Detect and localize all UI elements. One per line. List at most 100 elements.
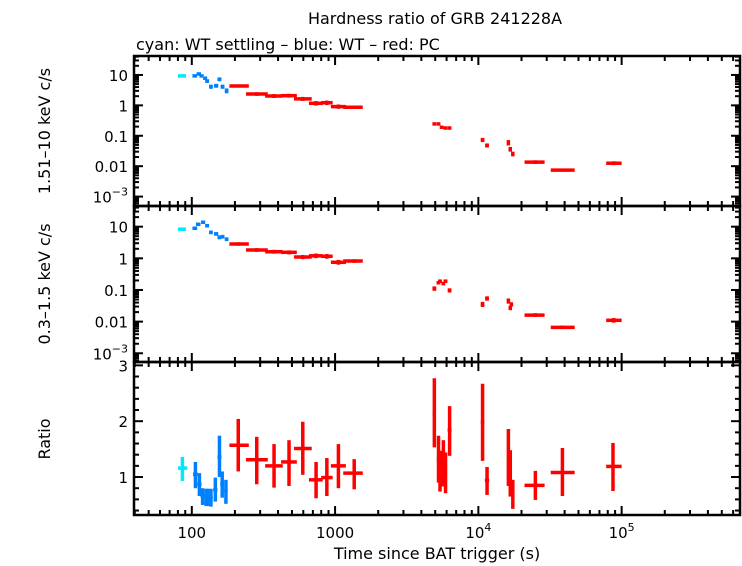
data-point — [294, 421, 312, 475]
data-point — [480, 383, 485, 461]
data-point — [443, 279, 448, 283]
data-point — [246, 436, 268, 485]
chart-subtitle: cyan: WT settling – blue: WT – red: PC — [136, 35, 440, 54]
data-point — [209, 84, 213, 89]
data-point — [308, 101, 323, 106]
y-axis-label-bottom: Ratio — [35, 418, 54, 459]
x-tick-label: 1000 — [316, 524, 354, 542]
data-point — [443, 126, 448, 130]
data-point — [447, 126, 452, 130]
data-point — [443, 452, 448, 494]
data-point — [606, 442, 622, 491]
x-tick-label: 105 — [609, 521, 635, 542]
y-axis-label-top: 1.51–10 keV c/s — [35, 68, 54, 194]
data-point — [321, 458, 333, 497]
data-point — [224, 479, 228, 504]
data-point — [524, 470, 545, 500]
data-point — [229, 84, 249, 88]
data-point — [246, 92, 268, 96]
data-point — [199, 74, 204, 78]
data-point — [265, 444, 283, 488]
data-point — [436, 122, 441, 126]
data-point — [209, 230, 213, 235]
data-point — [480, 301, 485, 307]
data-point — [308, 461, 323, 499]
data-point — [213, 477, 218, 502]
panel-0: 10 1 0.1 0.01 10−3 — [93, 54, 742, 208]
data-point — [308, 253, 323, 259]
data-point — [439, 125, 444, 130]
data-point — [438, 279, 442, 283]
series-wt — [192, 72, 229, 94]
data-point — [205, 488, 210, 507]
y-tick-label: 0.1 — [104, 128, 128, 146]
data-point — [192, 226, 198, 231]
y-tick-label: 10−3 — [93, 186, 128, 207]
data-point — [550, 168, 575, 172]
x-tick-label: 100 — [177, 524, 206, 542]
data-point — [281, 93, 297, 98]
y-tick-label: 3 — [118, 357, 128, 375]
data-point — [524, 313, 545, 317]
series-wt — [192, 220, 229, 242]
y-tick-label: 1 — [118, 97, 128, 115]
data-point — [217, 435, 222, 478]
data-point — [193, 461, 198, 489]
data-point — [201, 220, 206, 224]
data-point — [506, 140, 511, 146]
y-tick-label: 1 — [118, 250, 128, 268]
data-point — [196, 222, 201, 227]
data-point — [281, 440, 297, 486]
data-point — [550, 325, 575, 330]
data-point — [606, 318, 622, 323]
data-point — [432, 286, 437, 291]
data-point — [294, 254, 312, 260]
y-axis-label-middle: 0.3–1.5 keV c/s — [35, 223, 54, 344]
x-tick-label: 104 — [465, 521, 491, 542]
data-point — [508, 146, 513, 152]
data-point — [205, 223, 210, 228]
data-point — [432, 122, 437, 126]
data-point — [480, 137, 485, 143]
data-point — [224, 88, 229, 94]
data-point — [214, 232, 219, 236]
data-point — [321, 100, 333, 106]
series-wt-settling — [177, 227, 186, 231]
data-point — [209, 488, 213, 507]
data-point — [485, 143, 489, 148]
data-point — [511, 479, 515, 509]
data-point — [447, 288, 452, 293]
series-pc — [229, 378, 622, 509]
data-point — [485, 296, 489, 301]
data-point — [281, 250, 297, 255]
data-point — [432, 378, 437, 448]
data-point — [265, 94, 283, 98]
y-tick-label: 1 — [118, 469, 128, 487]
data-point — [220, 234, 225, 239]
data-point — [321, 253, 333, 259]
data-point — [294, 96, 312, 101]
data-point — [511, 151, 515, 157]
data-point — [246, 248, 268, 252]
y-tick-label: 10 — [109, 219, 128, 237]
chart-title: Hardness ratio of GRB 241228A — [308, 9, 562, 28]
data-point — [177, 456, 188, 481]
data-point — [214, 83, 219, 88]
panel-2: 1 2 3 — [118, 357, 742, 517]
y-tick-label: 2 — [118, 413, 128, 431]
data-point — [229, 242, 249, 246]
data-point — [606, 161, 622, 166]
data-point — [220, 471, 225, 498]
panel-frame — [132, 360, 742, 517]
data-point — [343, 105, 363, 109]
data-point — [343, 259, 363, 263]
series-wt — [193, 435, 228, 507]
x-axis-label: Time since BAT trigger (s) — [333, 544, 540, 563]
series-wt-settling — [177, 456, 188, 481]
data-point — [200, 488, 205, 505]
series-pc — [229, 242, 622, 330]
data-point — [205, 79, 210, 83]
data-point — [217, 77, 222, 82]
